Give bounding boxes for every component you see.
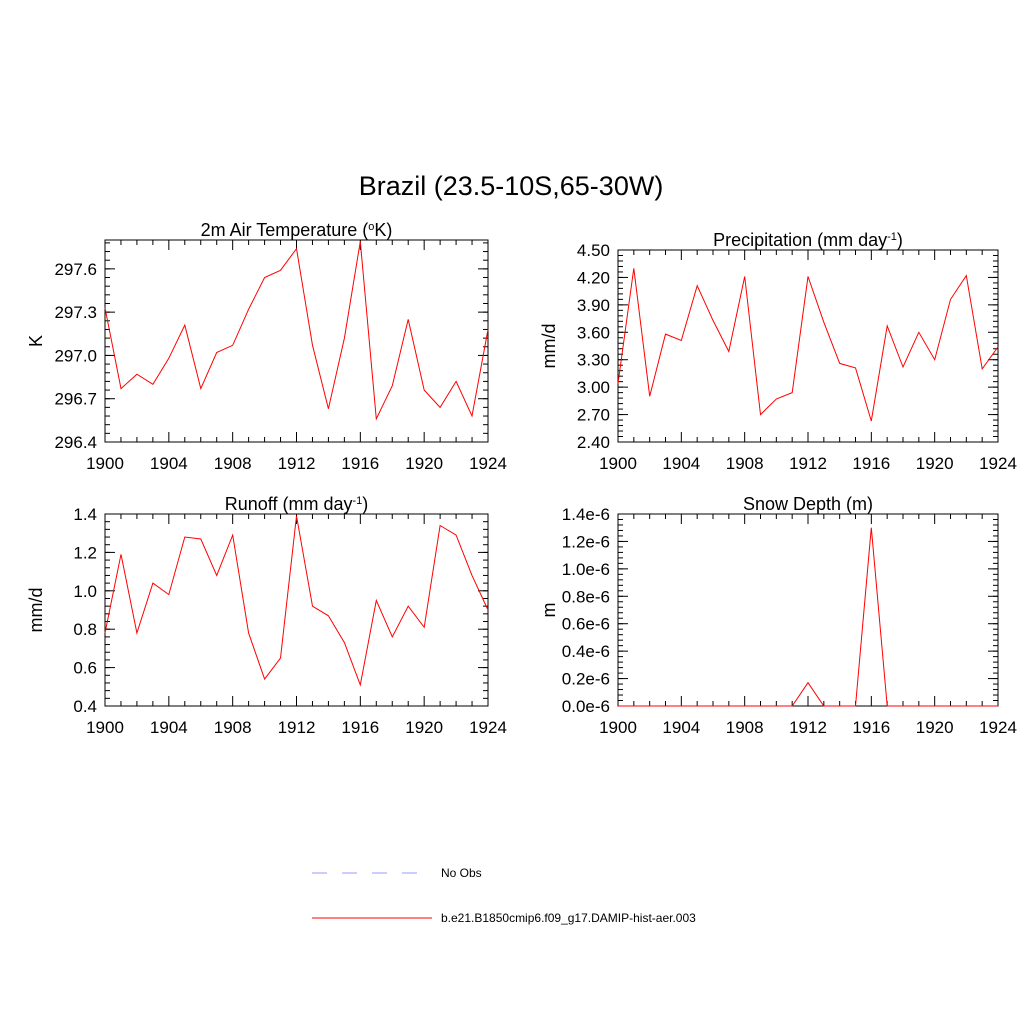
x-tick-label: 1924 bbox=[469, 718, 507, 737]
panel-snow-depth: Snow Depth (m) m 1900 1904 1908 1912 1916 1920 1… bbox=[539, 494, 1017, 737]
x-tick-label: 1904 bbox=[662, 718, 700, 737]
x-tick-label: 1912 bbox=[278, 718, 316, 737]
x-tick-label: 1904 bbox=[150, 454, 188, 473]
x-tick-label: 1900 bbox=[599, 454, 637, 473]
panel-frame-snow-depth bbox=[617, 513, 999, 707]
series-line-air-temperature bbox=[104, 241, 489, 421]
panel-title-air-temperature: 2m Air Temperature (oK) bbox=[201, 220, 393, 240]
figure-title: Brazil (23.5-10S,65-30W) bbox=[359, 171, 664, 201]
panel-frame-runoff bbox=[104, 513, 489, 707]
y-tick-label: 297.3 bbox=[54, 303, 97, 322]
series-line-snow-depth bbox=[618, 527, 998, 707]
legend: No Obs b.e21.B1850cmip6.f09_g17.DAMIP-hi… bbox=[312, 866, 696, 925]
y-tick-label: 0.2e-6 bbox=[562, 670, 610, 689]
y-axis-label-air-temperature: K bbox=[26, 335, 46, 347]
panel-title-precipitation: Precipitation (mm day-1) bbox=[713, 230, 903, 250]
x-tick-label: 1924 bbox=[979, 718, 1017, 737]
x-tick-label: 1912 bbox=[789, 718, 827, 737]
y-tick-label: 3.90 bbox=[577, 296, 610, 315]
x-tick-label: 1908 bbox=[214, 454, 252, 473]
x-tick-label: 1920 bbox=[916, 454, 954, 473]
y-tick-label: 3.00 bbox=[577, 378, 610, 397]
x-tick-label: 1924 bbox=[979, 454, 1017, 473]
panel-title-runoff: Runoff (mm day-1) bbox=[225, 494, 369, 514]
panel-precipitation: Precipitation (mm day-1) mm/d 1900 1904 1908… bbox=[539, 230, 1017, 473]
y-tick-label: 1.0e-6 bbox=[562, 560, 610, 579]
x-tick-label: 1908 bbox=[726, 718, 764, 737]
y-tick-label: 0.0e-6 bbox=[562, 697, 610, 716]
x-tick-label: 1916 bbox=[852, 718, 890, 737]
y-tick-label: 296.7 bbox=[54, 390, 97, 409]
y-tick-label: 0.8e-6 bbox=[562, 587, 610, 606]
x-tick-label: 1916 bbox=[852, 454, 890, 473]
y-tick-label: 1.4 bbox=[73, 505, 97, 524]
y-tick-label: 297.0 bbox=[54, 346, 97, 365]
y-axis-label-runoff: mm/d bbox=[26, 588, 46, 633]
y-tick-label: 0.6e-6 bbox=[562, 615, 610, 634]
y-axis-label-snow-depth: m bbox=[539, 603, 559, 618]
y-tick-label: 4.50 bbox=[577, 241, 610, 260]
x-tick-label: 1912 bbox=[278, 454, 316, 473]
y-tick-label: 1.2e-6 bbox=[562, 532, 610, 551]
x-tick-label: 1900 bbox=[86, 718, 124, 737]
y-tick-label: 0.8 bbox=[73, 620, 97, 639]
x-tick-label: 1908 bbox=[214, 718, 252, 737]
panel-air-temperature: 2m Air Temperature (oK) K 1900 1904 1908 1912… bbox=[26, 220, 507, 473]
y-tick-label: 0.4 bbox=[73, 697, 97, 716]
panel-title-snow-depth: Snow Depth (m) bbox=[743, 494, 873, 514]
x-tick-label: 1904 bbox=[150, 718, 188, 737]
panel-runoff: Runoff (mm day-1) mm/d 1900 1904 1908 1912 191… bbox=[26, 494, 507, 737]
y-tick-label: 296.4 bbox=[54, 433, 97, 452]
x-tick-label: 1900 bbox=[599, 718, 637, 737]
y-tick-label: 297.6 bbox=[54, 260, 97, 279]
y-tick-label: 1.2 bbox=[73, 543, 97, 562]
x-tick-label: 1900 bbox=[86, 454, 124, 473]
x-tick-label: 1924 bbox=[469, 454, 507, 473]
y-tick-label: 1.0 bbox=[73, 582, 97, 601]
x-tick-label: 1904 bbox=[662, 454, 700, 473]
y-tick-label: 2.70 bbox=[577, 406, 610, 425]
series-line-runoff bbox=[104, 515, 489, 687]
y-tick-label: 0.6 bbox=[73, 659, 97, 678]
x-tick-label: 1908 bbox=[726, 454, 764, 473]
x-tick-label: 1916 bbox=[341, 454, 379, 473]
y-tick-label: 4.20 bbox=[577, 268, 610, 287]
x-tick-label: 1916 bbox=[341, 718, 379, 737]
legend-label-no-obs: No Obs bbox=[441, 866, 482, 880]
x-tick-label: 1920 bbox=[916, 718, 954, 737]
y-tick-label: 3.30 bbox=[577, 351, 610, 370]
panel-frame-air-temperature bbox=[104, 239, 489, 443]
y-tick-label: 0.4e-6 bbox=[562, 642, 610, 661]
y-tick-label: 2.40 bbox=[577, 433, 610, 452]
legend-label-model: b.e21.B1850cmip6.f09_g17.DAMIP-hist-aer.… bbox=[441, 911, 696, 925]
y-axis-label-precipitation: mm/d bbox=[539, 324, 559, 369]
series-line-precipitation bbox=[617, 268, 999, 422]
x-tick-label: 1920 bbox=[405, 454, 443, 473]
x-tick-label: 1920 bbox=[405, 718, 443, 737]
y-tick-label: 1.4e-6 bbox=[562, 505, 610, 524]
y-tick-label: 3.60 bbox=[577, 323, 610, 342]
x-tick-label: 1912 bbox=[789, 454, 827, 473]
